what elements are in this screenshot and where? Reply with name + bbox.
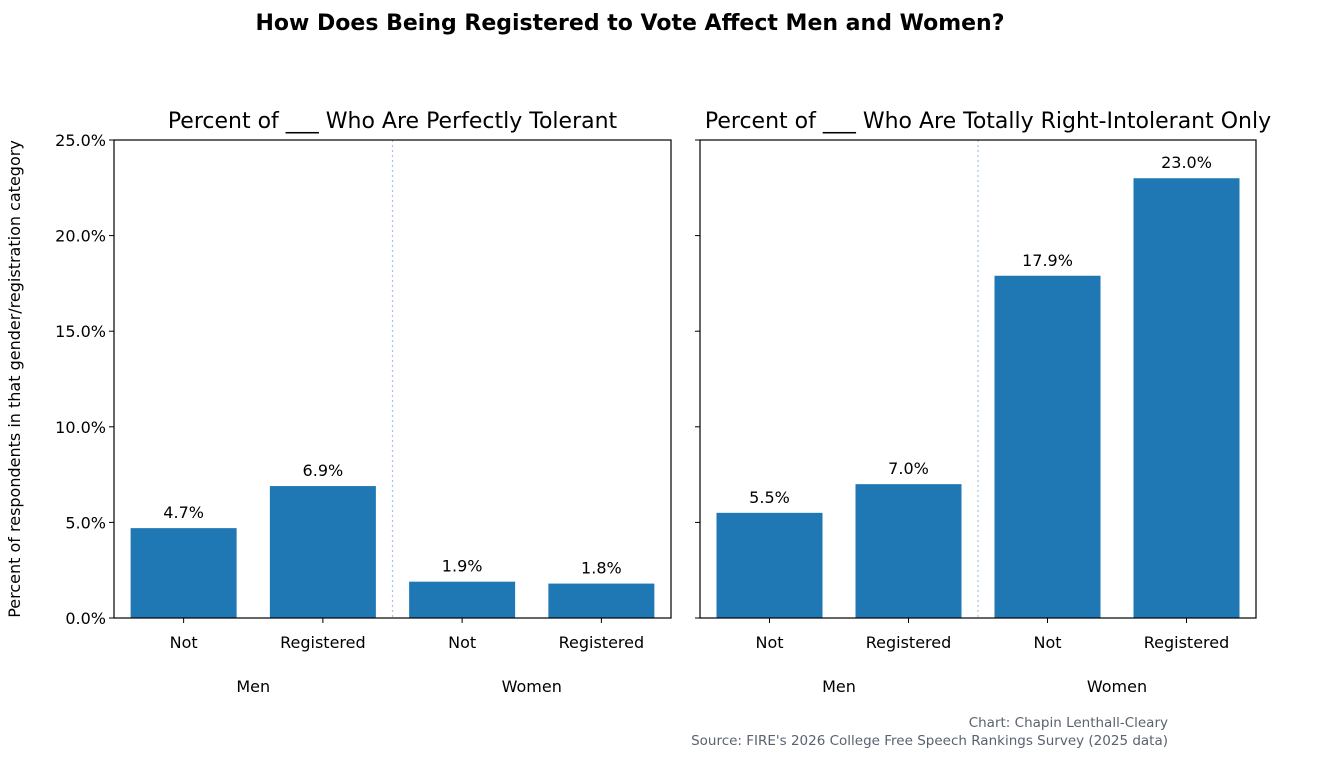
x-tick-label: Registered [1144,633,1230,652]
bar [409,581,516,618]
chart-source: Source: FIRE's 2026 College Free Speech … [691,733,1168,749]
chart-title: How Does Being Registered to Vote Affect… [256,11,1005,36]
bar [855,484,962,618]
group-label: Men [236,677,270,696]
y-tick-label: 20.0% [55,227,106,246]
x-tick-label: Registered [559,633,645,652]
panel-title: Percent of ___ Who Are Perfectly Toleran… [168,109,618,134]
x-tick-label: Not [170,633,198,652]
x-tick-label: Not [755,633,783,652]
bar [716,512,823,618]
bar-value-label: 23.0% [1161,153,1212,172]
group-label: Men [822,677,856,696]
bar [1133,178,1240,619]
panel-title: Percent of ___ Who Are Totally Right-Int… [705,109,1271,134]
x-tick-label: Not [1033,633,1061,652]
x-tick-label: Not [448,633,476,652]
y-tick-label: 10.0% [55,418,106,437]
bar-value-label: 1.8% [581,559,622,578]
bar [269,486,376,618]
chart-credit: Chart: Chapin Lenthall-Cleary [969,715,1168,731]
y-tick-label: 5.0% [65,513,106,532]
bar-value-label: 6.9% [303,461,344,480]
axes-frame [113,139,672,619]
bar-value-label: 17.9% [1022,251,1073,270]
x-tick-label: Registered [866,633,952,652]
bar [130,528,237,618]
y-axis-label: Percent of respondents in that gender/re… [5,140,24,618]
bar-value-label: 4.7% [163,503,204,522]
bar-value-label: 7.0% [888,459,929,478]
y-tick-label: 25.0% [55,131,106,150]
y-tick-label: 15.0% [55,322,106,341]
y-tick-label: 0.0% [65,609,106,628]
bar-value-label: 1.9% [442,557,483,576]
axes-frame [699,139,1257,619]
bar-value-label: 5.5% [749,488,790,507]
group-label: Women [502,677,562,696]
bar [994,275,1101,618]
bar [548,583,655,618]
x-tick-label: Registered [280,633,366,652]
group-label: Women [1087,677,1147,696]
